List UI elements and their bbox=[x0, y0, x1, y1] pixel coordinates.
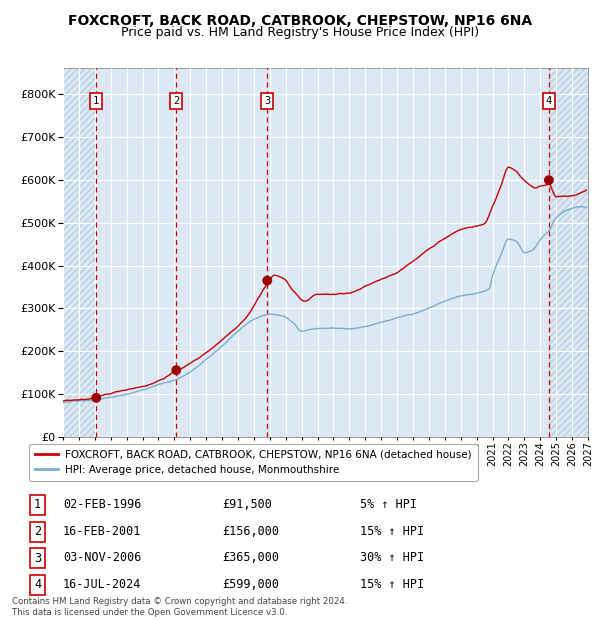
Text: 1: 1 bbox=[93, 96, 100, 107]
Point bbox=[262, 275, 272, 285]
Text: 03-NOV-2006: 03-NOV-2006 bbox=[63, 551, 142, 564]
Text: 02-FEB-1996: 02-FEB-1996 bbox=[63, 498, 142, 511]
Text: 5% ↑ HPI: 5% ↑ HPI bbox=[360, 498, 417, 511]
Text: 15% ↑ HPI: 15% ↑ HPI bbox=[360, 578, 424, 591]
Text: 16-JUL-2024: 16-JUL-2024 bbox=[63, 578, 142, 591]
Text: £91,500: £91,500 bbox=[222, 498, 272, 511]
Text: 30% ↑ HPI: 30% ↑ HPI bbox=[360, 551, 424, 564]
Text: 15% ↑ HPI: 15% ↑ HPI bbox=[360, 525, 424, 538]
Text: 2: 2 bbox=[34, 525, 41, 538]
Text: 2: 2 bbox=[173, 96, 179, 107]
Text: £365,000: £365,000 bbox=[222, 551, 279, 564]
Bar bbox=[549, 68, 588, 437]
Point bbox=[91, 393, 101, 403]
Text: 16-FEB-2001: 16-FEB-2001 bbox=[63, 525, 142, 538]
Text: 3: 3 bbox=[34, 552, 41, 565]
Text: FOXCROFT, BACK ROAD, CATBROOK, CHEPSTOW, NP16 6NA: FOXCROFT, BACK ROAD, CATBROOK, CHEPSTOW,… bbox=[68, 14, 532, 29]
Point bbox=[172, 365, 181, 375]
Text: Price paid vs. HM Land Registry's House Price Index (HPI): Price paid vs. HM Land Registry's House … bbox=[121, 26, 479, 39]
Point bbox=[544, 175, 554, 185]
Text: Contains HM Land Registry data © Crown copyright and database right 2024.
This d: Contains HM Land Registry data © Crown c… bbox=[12, 598, 347, 617]
Text: 4: 4 bbox=[34, 578, 41, 591]
Text: £599,000: £599,000 bbox=[222, 578, 279, 591]
Bar bbox=[63, 68, 96, 437]
Text: 4: 4 bbox=[546, 96, 552, 107]
Legend: FOXCROFT, BACK ROAD, CATBROOK, CHEPSTOW, NP16 6NA (detached house), HPI: Average: FOXCROFT, BACK ROAD, CATBROOK, CHEPSTOW,… bbox=[29, 444, 478, 481]
Text: £156,000: £156,000 bbox=[222, 525, 279, 538]
Text: 3: 3 bbox=[264, 96, 271, 107]
Text: 1: 1 bbox=[34, 498, 41, 511]
